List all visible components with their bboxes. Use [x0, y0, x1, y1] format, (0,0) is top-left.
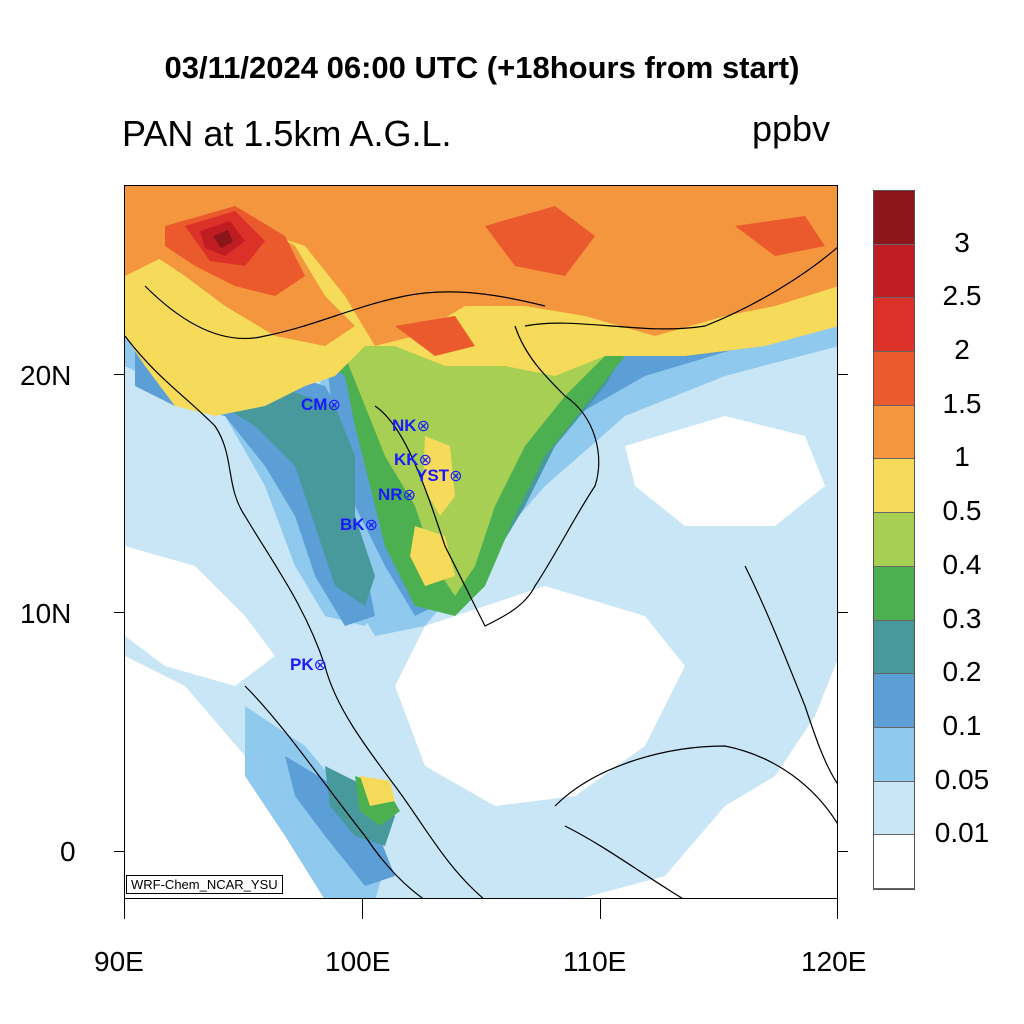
colorbar-label: 0.4: [942, 548, 982, 580]
station-nk: NK⊗: [392, 416, 430, 436]
tick-10n-left: [114, 612, 124, 613]
station-marker-icon: ⊗: [418, 452, 432, 469]
x-label-100e: 100E: [325, 946, 391, 977]
station-code: KK: [394, 450, 419, 469]
colorbar-box: [874, 781, 914, 836]
station-cm: CM⊗: [301, 395, 341, 415]
station-yst: YST⊗: [416, 466, 462, 486]
colorbar-box: [874, 835, 914, 889]
x-label-110e: 110E: [563, 946, 627, 977]
station-code: NR: [378, 485, 403, 504]
colorbar-box: [874, 352, 914, 406]
colorbar-label: 0.3: [942, 602, 982, 634]
station-marker-icon: ⊗: [449, 468, 463, 485]
colorbar-label: 0.01: [934, 817, 990, 849]
colorbar-box: [874, 405, 914, 460]
colorbar-box: [874, 674, 914, 728]
station-marker-icon: ⊗: [327, 397, 341, 414]
station-bk: BK⊗: [340, 515, 378, 535]
station-marker-icon: ⊗: [416, 418, 430, 435]
plot-title: 03/11/2024 06:00 UTC (+18hours from star…: [164, 50, 800, 85]
tick-10n-right: [838, 612, 848, 613]
station-marker-icon: ⊗: [364, 517, 378, 534]
model-credit: WRF-Chem_NCAR_YSU: [126, 875, 283, 894]
colorbar-label: 3: [954, 226, 970, 258]
colorbar-label: 2.5: [942, 280, 982, 312]
colorbar: [873, 190, 915, 890]
colorbar-label: 1.5: [942, 387, 982, 419]
x-label-120e: 120E: [801, 946, 867, 977]
variable-subtitle: PAN at 1.5km A.G.L.: [122, 113, 452, 154]
y-label-20n: 20N: [20, 360, 72, 391]
station-marker-icon: ⊗: [313, 657, 328, 674]
station-marker-icon: ⊗: [402, 487, 416, 504]
station-kk: KK⊗: [394, 450, 432, 470]
map-panel: [124, 185, 838, 899]
colorbar-box: [874, 727, 914, 782]
y-label-10n: 10N: [20, 598, 72, 629]
colorbar-label: 0.2: [942, 656, 982, 688]
colorbar-box: [874, 513, 914, 567]
colorbar-box: [874, 620, 914, 675]
tick-20n-right: [838, 374, 848, 375]
colorbar-box: [874, 298, 914, 353]
station-pk: PK⊗: [290, 655, 327, 675]
units-label: ppbv: [752, 108, 831, 149]
station-code: NK: [392, 416, 417, 435]
y-label-0: 0: [60, 836, 76, 867]
colorbar-label: 0.5: [942, 495, 982, 527]
tick-120e: [837, 899, 838, 919]
colorbar-box: [874, 244, 914, 299]
colorbar-label: 0.1: [942, 709, 982, 741]
concentration-field: [125, 186, 837, 898]
tick-100e: [362, 899, 363, 919]
colorbar-box: [874, 459, 914, 514]
station-nr: NR⊗: [378, 485, 416, 505]
station-code: YST: [416, 466, 450, 485]
tick-0-left: [114, 851, 124, 852]
station-code: PK: [290, 655, 314, 674]
tick-110e: [600, 899, 601, 919]
tick-90e: [124, 899, 125, 919]
station-code: BK: [340, 515, 365, 534]
colorbar-box: [874, 191, 914, 245]
x-label-90e: 90E: [94, 946, 144, 977]
colorbar-box: [874, 566, 914, 621]
station-code: CM: [301, 395, 328, 414]
tick-20n-left: [114, 374, 124, 375]
tick-0-right: [838, 851, 848, 852]
colorbar-label: 2: [954, 334, 970, 366]
colorbar-label: 0.05: [934, 763, 990, 795]
colorbar-label: 1: [954, 441, 970, 473]
